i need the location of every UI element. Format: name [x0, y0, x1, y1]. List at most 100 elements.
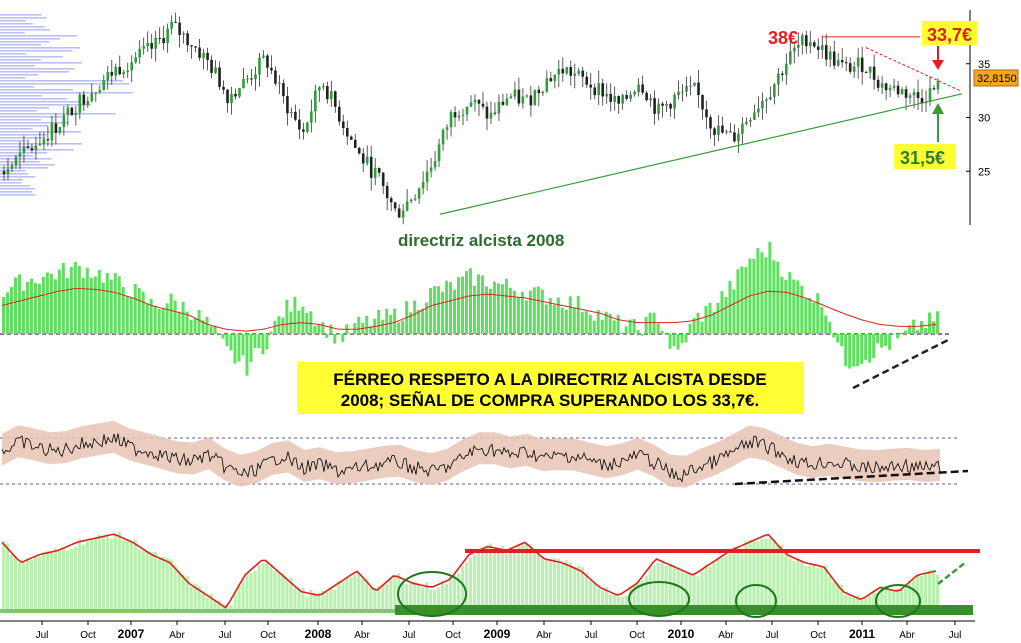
- oscillator-bar: [676, 334, 680, 350]
- candle-body: [26, 146, 30, 149]
- rsi-bar: [173, 564, 177, 612]
- candle-body: [66, 107, 70, 115]
- volume-profile-bar: [0, 128, 33, 130]
- candle-body: [605, 93, 609, 97]
- rsi-bar: [696, 576, 700, 612]
- oscillator-bar: [808, 297, 812, 334]
- candle-body: [373, 167, 377, 178]
- oscillator-average: [1, 287, 937, 332]
- candle-body: [282, 83, 285, 96]
- oscillator-bar: [5, 292, 9, 334]
- candle-body: [206, 52, 209, 60]
- oscillator-bar: [85, 267, 89, 334]
- oscillator-bar: [221, 334, 225, 339]
- oscillator-bar: [321, 322, 325, 334]
- volume-profile-bar: [0, 71, 70, 73]
- volume-profile-bar: [0, 77, 26, 79]
- rsi-bar: [812, 564, 816, 612]
- arrow-up-head: [932, 103, 944, 114]
- rsi-bar: [668, 563, 672, 612]
- resistance-337-label: 33,7€: [927, 25, 972, 45]
- oscillator-bar: [213, 325, 217, 334]
- candle-body: [509, 96, 513, 99]
- candle-body: [904, 89, 908, 98]
- candle-body: [34, 145, 38, 151]
- momentum-band-panel: [0, 420, 969, 488]
- rsi-bar: [121, 539, 125, 612]
- oscillator-bar: [69, 266, 73, 334]
- rsi-bar: [792, 560, 796, 612]
- rsi-bar: [548, 559, 553, 612]
- volume-profile-bar: [0, 83, 130, 85]
- candle-body: [349, 136, 353, 140]
- rsi-bar: [453, 574, 457, 612]
- candle-body: [673, 94, 676, 109]
- time-tick-label: Abr: [169, 630, 185, 641]
- oscillator-bar: [285, 299, 289, 334]
- rsi-bar: [73, 547, 78, 612]
- candle-body: [597, 83, 601, 96]
- rsi-bar: [309, 589, 313, 612]
- volume-profile-bar: [0, 164, 55, 166]
- support-315-label: 31,5€: [900, 148, 945, 168]
- oscillator-bar: [536, 286, 540, 334]
- candle-body: [178, 22, 181, 35]
- band-support-line: [734, 469, 969, 486]
- candle-body: [773, 84, 776, 97]
- time-tick-label: 2008: [305, 627, 332, 641]
- candle-body: [393, 202, 397, 209]
- oscillator-bar: [229, 334, 233, 351]
- rsi-bar: [213, 600, 217, 612]
- oscillator-bar: [624, 326, 628, 334]
- trendline-label: directriz alcista 2008: [398, 231, 564, 250]
- candle-body: [828, 51, 832, 60]
- volume-profile-bar: [0, 74, 39, 76]
- oscillator-bar: [409, 312, 413, 334]
- candle-body: [2, 171, 6, 175]
- candle-body: [230, 93, 233, 104]
- rsi-bar: [596, 588, 600, 612]
- rsi-bar: [900, 587, 904, 612]
- candle-body: [294, 111, 297, 120]
- rsi-bar: [237, 584, 241, 612]
- candle-body: [70, 107, 74, 115]
- candle-body: [677, 91, 680, 95]
- price-trendlines: [439, 36, 963, 215]
- oscillator-bar: [732, 289, 736, 334]
- volume-profile-bar: [0, 131, 82, 133]
- rsi-line: [1, 533, 937, 609]
- candle-body: [629, 94, 632, 99]
- oscillator-bar: [728, 280, 732, 334]
- volume-profile-bar: [0, 56, 63, 58]
- oscillator-bar: [700, 321, 704, 334]
- candle-body: [30, 148, 34, 151]
- oscillator-bar: [425, 302, 429, 334]
- volume-profile-bar: [0, 62, 82, 64]
- rsi-bar: [57, 550, 62, 612]
- oscillator-bar: [137, 287, 141, 334]
- oscillator-bar: [764, 257, 768, 334]
- candle-body: [657, 103, 660, 114]
- rsi-bar: [760, 538, 764, 612]
- rsi-bar: [604, 586, 608, 612]
- rsi-bar: [13, 556, 18, 612]
- rsi-bar: [644, 575, 648, 612]
- candle-body: [114, 67, 118, 76]
- rsi-bar: [241, 578, 245, 612]
- rsi-bar: [109, 538, 113, 612]
- rsi-bar: [429, 589, 433, 612]
- volume-profile-bar: [0, 140, 26, 142]
- oscillator-bar: [792, 279, 796, 334]
- volume-profile-bar: [0, 101, 80, 103]
- candle-body: [761, 100, 764, 109]
- rsi-support-circle: [397, 571, 467, 617]
- oscillator-bar: [457, 277, 461, 334]
- candle-body: [401, 210, 405, 218]
- rsi-bar: [85, 541, 90, 612]
- oscillator-bar: [600, 319, 604, 334]
- rsi-bar: [512, 549, 517, 612]
- volume-profile-bar: [0, 122, 69, 124]
- rsi-bar: [852, 597, 856, 612]
- candle-body: [525, 95, 529, 97]
- candle-body: [461, 114, 465, 116]
